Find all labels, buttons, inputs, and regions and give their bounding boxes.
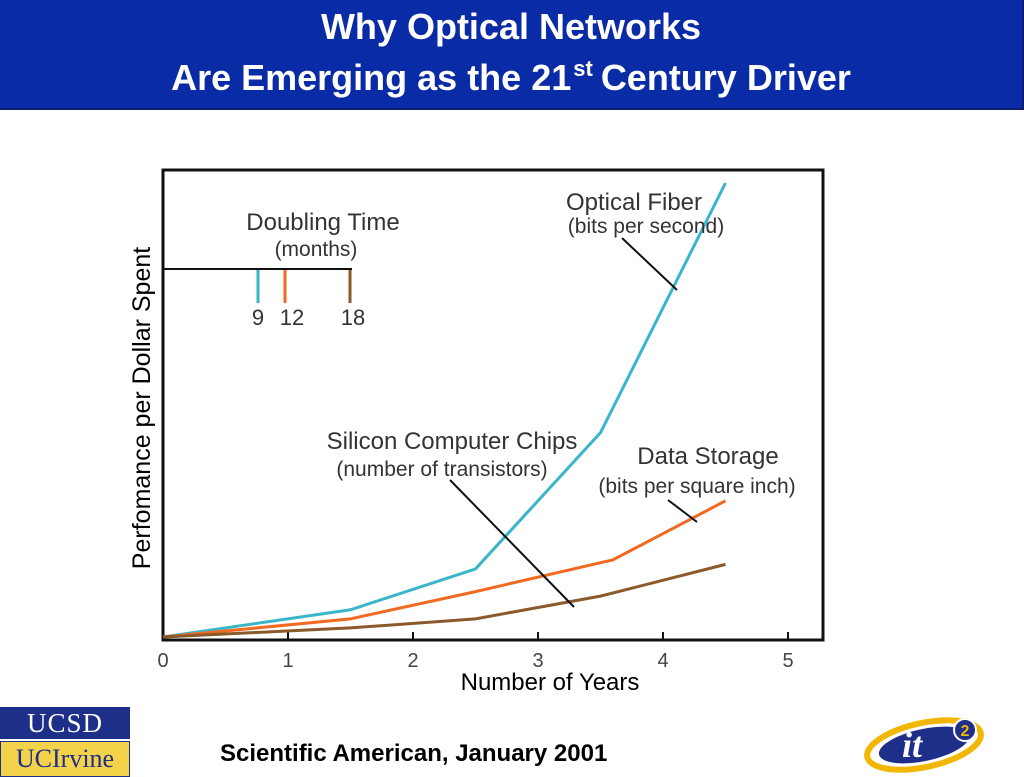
x-tick-label: 4 (657, 650, 668, 672)
leader-line-data-storage (667, 499, 698, 523)
series-label-data-storage: Data Storage (637, 443, 778, 470)
uci-logo: UCIrvine (0, 741, 130, 777)
series-label-silicon-computer-chips: Silicon Computer Chips (327, 428, 578, 455)
slide-title-line2: Are Emerging as the 21st Century Driver (0, 56, 1022, 99)
it-logo-text: it (902, 725, 923, 765)
series-sublabel-optical-fiber: (bits per second) (568, 215, 724, 238)
doubling-label: 12 (280, 305, 304, 330)
x-tick-label: 2 (407, 650, 418, 672)
leader-line-silicon-computer-chips (449, 479, 575, 608)
it-logo-sup: 2 (961, 723, 970, 740)
doubling-time-legend: Doubling Time(months) 9 12 18 (163, 209, 400, 330)
y-axis-label: Perfomance per Dollar Spent (128, 247, 156, 569)
x-axis-label: Number of Years (461, 669, 640, 696)
doubling-time-sub: (months) (275, 238, 358, 261)
leader-line-optical-fiber (621, 237, 678, 291)
series-line-data-storage (162, 499, 727, 639)
slide-title-line1: Why Optical Networks (320, 6, 702, 47)
ucsd-logo: UCSD (0, 707, 130, 739)
x-tick-label: 0 (157, 650, 168, 672)
title-line2-text: Are Emerging as the 21 (171, 57, 572, 98)
series-sublabel-data-storage: (bits per square inch) (598, 475, 795, 498)
series-line-optical-fiber (162, 182, 727, 639)
citation-text: Scientific American, January 2001 (220, 740, 608, 767)
title-superscript: st (573, 56, 593, 81)
it2-logo: it 2 (864, 717, 984, 773)
doubling-label: 18 (341, 305, 365, 330)
series-sublabel-silicon-computer-chips: (number of transistors) (336, 458, 547, 481)
series-line-silicon-computer-chips (162, 562, 726, 639)
doubling-label: 9 (252, 305, 264, 330)
doubling-time-title: Doubling Time (246, 209, 399, 236)
x-tick-label: 1 (282, 650, 293, 672)
plot-frame (161, 168, 825, 642)
title-line2-end: Century Driver (600, 57, 851, 98)
slide-header: Why Optical Networks Are Emerging as the… (0, 0, 1024, 110)
x-tick-label: 3 (532, 650, 543, 672)
series-label-optical-fiber: Optical Fiber (566, 189, 702, 216)
x-tick-label: 5 (782, 650, 793, 672)
